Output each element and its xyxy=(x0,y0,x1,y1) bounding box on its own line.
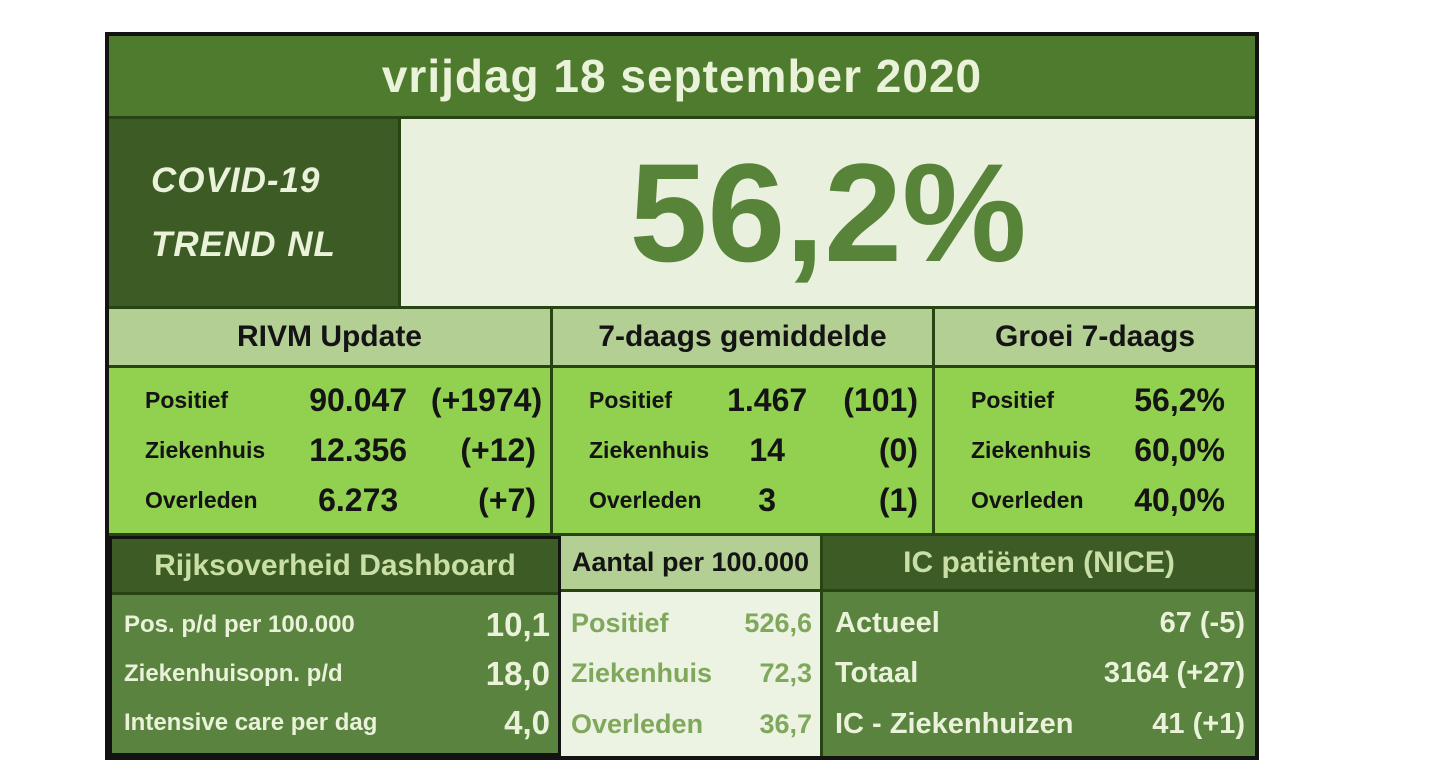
panel-row: IC - Ziekenhuizen 41 (+1) xyxy=(823,708,1255,741)
stat-delta: (+12) xyxy=(460,431,536,468)
panel-row: Ziekenhuis 72,3 xyxy=(561,658,820,689)
panel-row: Intensive care per dag 4,0 xyxy=(112,704,558,742)
stat-label: Overleden xyxy=(589,486,702,513)
stat-column-header: Groei 7-daags xyxy=(935,309,1255,368)
row-value: 67 (-5) xyxy=(1159,606,1245,639)
stat-row: Positief 56,2% xyxy=(935,382,1255,419)
stat-column-7day-growth: Groei 7-daags Positief 56,2% Ziekenhuis … xyxy=(935,309,1255,533)
stat-row: Overleden 6.273 (+7) xyxy=(109,482,550,519)
stat-label: Ziekenhuis xyxy=(971,436,1092,463)
panel-body: Actueel 67 (-5) Totaal 3164 (+27) IC - Z… xyxy=(823,592,1255,756)
row-label: Overleden xyxy=(571,709,704,740)
stat-value: 6.273 xyxy=(318,481,399,518)
row-label: IC - Ziekenhuizen xyxy=(835,708,1074,741)
brand-line-1: COVID-19 xyxy=(151,160,321,200)
panel-body: Positief 526,6 Ziekenhuis 72,3 Overleden… xyxy=(561,592,820,756)
row-value: 41 (+1) xyxy=(1152,708,1245,741)
stat-label: Positief xyxy=(971,387,1055,414)
panel-row: Overleden 36,7 xyxy=(561,709,820,740)
row-value: 4,0 xyxy=(504,703,550,741)
brand-panel: COVID-19 TREND NL xyxy=(109,119,398,306)
panel-header: IC patiënten (NICE) xyxy=(823,536,1255,592)
panel-row: Actueel 67 (-5) xyxy=(823,607,1255,640)
stat-row: Ziekenhuis 14 (0) xyxy=(553,432,932,469)
stat-value: 40,0% xyxy=(1134,481,1225,518)
stat-column-body: Positief 1.467 (101) Ziekenhuis 14 (0) O… xyxy=(553,368,932,533)
stat-delta: (101) xyxy=(843,382,918,419)
hero-percentage: 56,2% xyxy=(398,119,1255,306)
stat-label: Ziekenhuis xyxy=(145,436,266,463)
panel-per-100000: Aantal per 100.000 Positief 526,6 Zieken… xyxy=(561,536,823,756)
row-label: Positief xyxy=(571,607,669,638)
stat-column-body: Positief 56,2% Ziekenhuis 60,0% Overlede… xyxy=(935,368,1255,533)
stat-value: 14 xyxy=(749,431,785,468)
panel-row: Positief 526,6 xyxy=(561,608,820,639)
row-label: Ziekenhuisopn. p/d xyxy=(124,659,343,687)
panel-row: Pos. p/d per 100.000 10,1 xyxy=(112,606,558,644)
stat-row: Positief 90.047 (+1974) xyxy=(109,382,550,419)
stat-value: 3 xyxy=(758,481,777,518)
panel-rijksoverheid-dashboard: Rijksoverheid Dashboard Pos. p/d per 100… xyxy=(109,536,561,756)
stat-value: 12.356 xyxy=(309,431,408,468)
row-value: 10,1 xyxy=(485,606,550,644)
stat-delta: (1) xyxy=(878,481,918,518)
stat-delta: (0) xyxy=(878,431,918,468)
stat-column-body: Positief 90.047 (+1974) Ziekenhuis 12.35… xyxy=(109,368,550,533)
stat-label: Ziekenhuis xyxy=(589,436,710,463)
row-label: Ziekenhuis xyxy=(571,658,713,689)
stat-value: 56,2% xyxy=(1134,382,1225,419)
stat-row: Ziekenhuis 12.356 (+12) xyxy=(109,432,550,469)
stat-value: 1.467 xyxy=(727,382,808,419)
stat-delta: (+1974) xyxy=(430,382,543,419)
stat-column-7day-average: 7-daags gemiddelde Positief 1.467 (101) … xyxy=(553,309,935,533)
stat-value: 90.047 xyxy=(309,382,408,419)
stat-column-rivm-update: RIVM Update Positief 90.047 (+1974) Ziek… xyxy=(109,309,553,533)
stat-label: Positief xyxy=(589,387,673,414)
stat-row: Overleden 40,0% xyxy=(935,482,1255,519)
row-label: Intensive care per dag xyxy=(124,708,378,736)
panel-header: Aantal per 100.000 xyxy=(561,536,820,592)
row-label: Totaal xyxy=(835,657,919,690)
hero-row: COVID-19 TREND NL 56,2% xyxy=(109,116,1255,306)
stat-column-header: 7-daags gemiddelde xyxy=(553,309,932,368)
row-value: 72,3 xyxy=(759,658,812,689)
stat-row: Overleden 3 (1) xyxy=(553,482,932,519)
stat-label: Positief xyxy=(145,387,229,414)
row-value: 3164 (+27) xyxy=(1103,657,1245,690)
row-label: Actueel xyxy=(835,606,940,639)
panel-ic-patients-nice: IC patiënten (NICE) Actueel 67 (-5) Tota… xyxy=(823,536,1255,756)
row-value: 18,0 xyxy=(485,654,550,692)
panel-row: Totaal 3164 (+27) xyxy=(823,657,1255,690)
row-label: Pos. p/d per 100.000 xyxy=(124,611,355,639)
stat-row: Positief 1.467 (101) xyxy=(553,382,932,419)
brand-line-2: TREND NL xyxy=(151,224,336,264)
covid-dashboard: vrijdag 18 september 2020 COVID-19 TREND… xyxy=(105,32,1259,760)
stats-section: RIVM Update Positief 90.047 (+1974) Ziek… xyxy=(109,306,1255,533)
stat-row: Ziekenhuis 60,0% xyxy=(935,432,1255,469)
panel-body: Pos. p/d per 100.000 10,1 Ziekenhuisopn.… xyxy=(112,595,558,753)
stat-column-header: RIVM Update xyxy=(109,309,550,368)
stat-label: Overleden xyxy=(145,486,258,513)
bottom-section: Rijksoverheid Dashboard Pos. p/d per 100… xyxy=(109,533,1255,756)
stat-delta: (+7) xyxy=(478,481,536,518)
stat-label: Overleden xyxy=(971,486,1084,513)
panel-row: Ziekenhuisopn. p/d 18,0 xyxy=(112,655,558,693)
row-value: 36,7 xyxy=(759,709,812,740)
row-value: 526,6 xyxy=(744,607,812,638)
stat-value: 60,0% xyxy=(1134,431,1225,468)
panel-header: Rijksoverheid Dashboard xyxy=(112,539,558,595)
date-title: vrijdag 18 september 2020 xyxy=(109,36,1255,116)
